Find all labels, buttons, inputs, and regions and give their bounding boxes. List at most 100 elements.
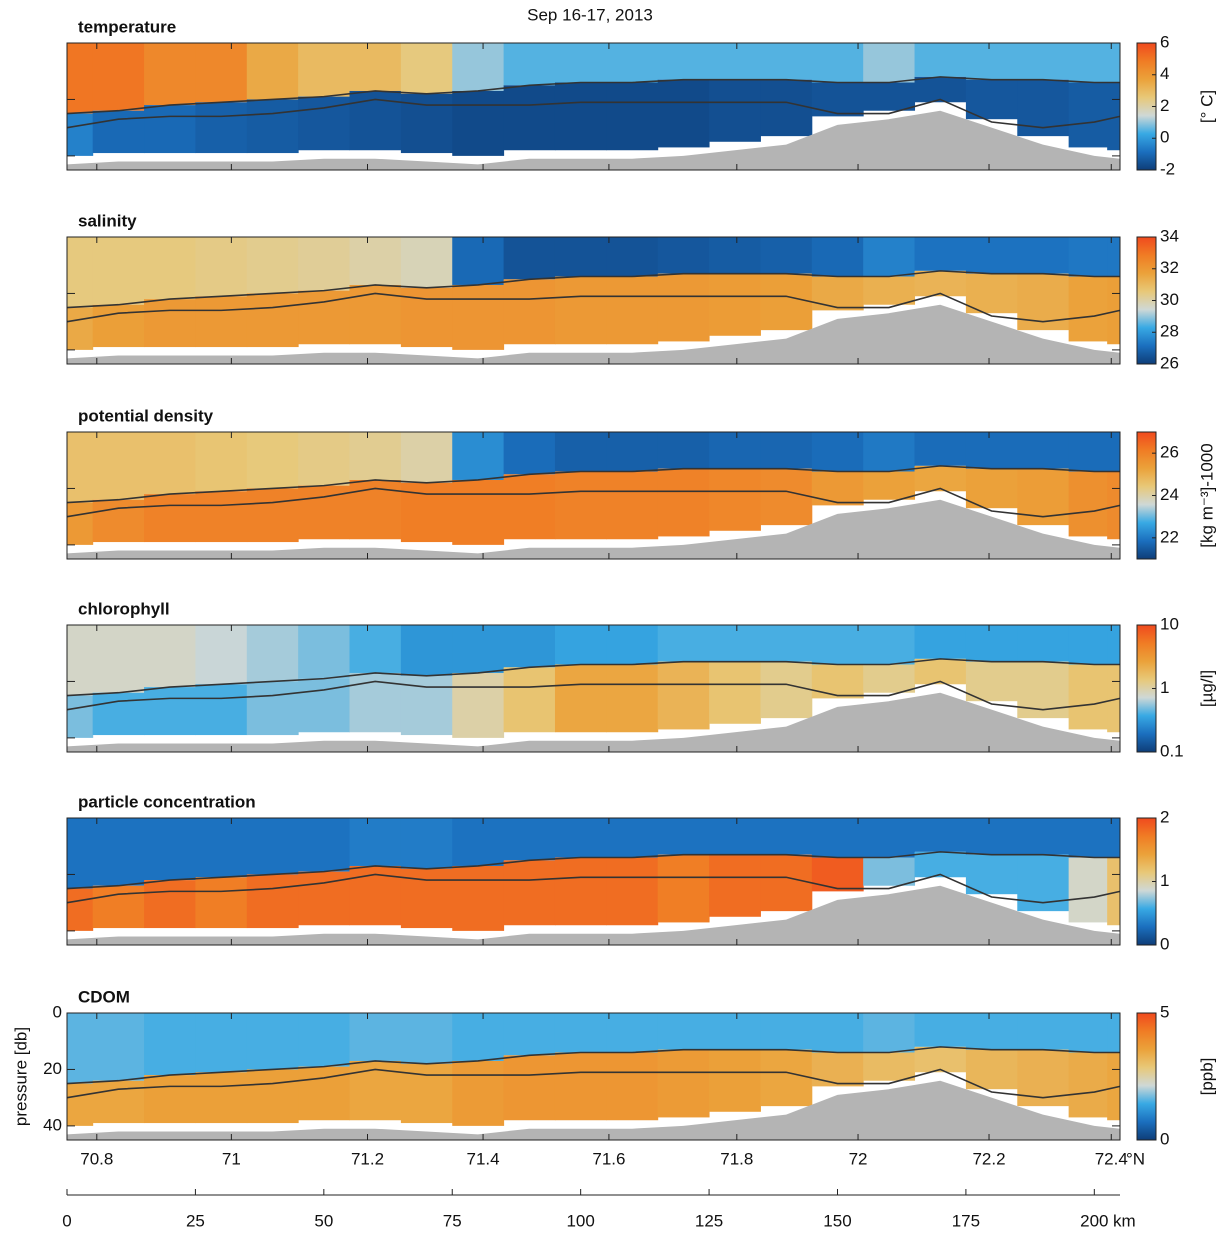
surface-cell — [401, 432, 453, 483]
surface-cell — [1069, 818, 1108, 858]
colorbar — [1137, 1013, 1156, 1140]
deep-cell — [606, 277, 658, 345]
surface-cell — [452, 625, 504, 673]
distance-tick-label: 100 — [566, 1211, 594, 1230]
distance-tick-label: 200 — [1080, 1211, 1108, 1230]
deep-cell — [1069, 858, 1108, 923]
deep-cell — [606, 1053, 658, 1121]
surface-cell — [1017, 237, 1069, 274]
deep-cell — [195, 877, 247, 928]
surface-cell — [658, 625, 710, 662]
surface-cell — [93, 432, 145, 500]
lat-tick-label: 71.8 — [720, 1149, 753, 1168]
panel-title: potential density — [78, 406, 214, 425]
surface-cell — [863, 625, 915, 665]
surface-cell — [966, 1013, 1018, 1050]
surface-cell — [350, 625, 402, 673]
surface-cell — [67, 43, 93, 114]
surface-cell — [1069, 432, 1108, 472]
surface-cell — [915, 432, 967, 466]
deep-cell — [195, 491, 247, 542]
colorbar-tick-label: 5 — [1160, 1002, 1169, 1021]
deep-cell — [863, 665, 915, 693]
distance-tick-label: 175 — [952, 1211, 980, 1230]
deep-cell — [606, 83, 658, 151]
y-axis-label: pressure [db] — [11, 1027, 30, 1126]
surface-cell — [93, 818, 145, 886]
surface-cell — [1107, 818, 1120, 858]
deep-cell — [247, 681, 299, 735]
surface-cell — [555, 237, 607, 277]
deep-cell — [606, 472, 658, 540]
surface-cell — [1107, 1013, 1120, 1053]
colorbar-tick-label: 0 — [1160, 128, 1169, 147]
surface-cell — [760, 1013, 812, 1050]
surface-cell — [144, 237, 196, 299]
surface-cell — [1069, 43, 1108, 83]
deep-cell — [195, 102, 247, 153]
surface-cell — [1107, 432, 1120, 472]
deep-cell — [709, 662, 761, 724]
deep-cell — [93, 111, 145, 153]
colorbar-tick-label: 32 — [1160, 258, 1179, 277]
deep-cell — [247, 488, 299, 542]
deep-cell — [760, 469, 812, 525]
surface-cell — [350, 818, 402, 866]
deep-cell — [67, 889, 93, 931]
colorbar-tick-label: 26 — [1160, 443, 1179, 462]
deep-cell — [452, 91, 504, 156]
colorbar-label: [ppb] — [1197, 1058, 1216, 1096]
lat-tick-label: 70.8 — [80, 1149, 113, 1168]
surface-cell — [504, 237, 556, 279]
surface-cell — [401, 818, 453, 869]
deep-cell — [247, 99, 299, 153]
deep-cell — [1069, 665, 1108, 730]
lat-tick-label: 71.4 — [467, 1149, 500, 1168]
deep-cell — [555, 277, 607, 345]
lat-unit: °N — [1126, 1149, 1145, 1168]
lat-tick-label: 72.2 — [972, 1149, 1005, 1168]
deep-cell — [915, 659, 967, 684]
deep-cell — [93, 305, 145, 347]
surface-cell — [966, 432, 1018, 469]
deep-cell — [863, 277, 915, 305]
deep-cell — [67, 308, 93, 350]
colorbar-tick-label: 2 — [1160, 96, 1169, 115]
deep-cell — [67, 696, 93, 738]
deep-cell — [555, 858, 607, 926]
deep-cell — [915, 1047, 967, 1072]
deep-cell — [658, 662, 710, 730]
deep-cell — [915, 466, 967, 491]
deep-cell — [504, 667, 556, 732]
surface-cell — [760, 432, 812, 469]
y-tick-label: 20 — [43, 1059, 62, 1078]
deep-cell — [709, 274, 761, 336]
surface-cell — [812, 1013, 864, 1053]
deep-cell — [812, 858, 864, 892]
colorbar-tick-label: 0 — [1160, 934, 1169, 953]
colorbar-tick-label: 0 — [1160, 1129, 1169, 1148]
deep-cell — [658, 80, 710, 148]
deep-cell — [709, 469, 761, 531]
surface-cell — [195, 1013, 247, 1072]
surface-cell — [915, 625, 967, 659]
panel-title: temperature — [78, 17, 176, 36]
deep-cell — [709, 855, 761, 917]
surface-cell — [863, 818, 915, 858]
surface-cell — [195, 237, 247, 296]
deep-cell — [247, 293, 299, 347]
panel-title: chlorophyll — [78, 599, 170, 618]
surface-cell — [452, 432, 504, 480]
surface-cell — [966, 625, 1018, 662]
surface-cell — [67, 625, 93, 696]
lat-tick-label: 71 — [222, 1149, 241, 1168]
deep-cell — [247, 874, 299, 928]
surface-cell — [350, 1013, 402, 1061]
panel-title: salinity — [78, 211, 137, 230]
deep-cell — [966, 1050, 1018, 1090]
deep-cell — [1069, 277, 1108, 342]
deep-cell — [504, 474, 556, 539]
deep-cell — [658, 274, 710, 342]
deep-cell — [93, 693, 145, 735]
surface-cell — [915, 237, 967, 271]
